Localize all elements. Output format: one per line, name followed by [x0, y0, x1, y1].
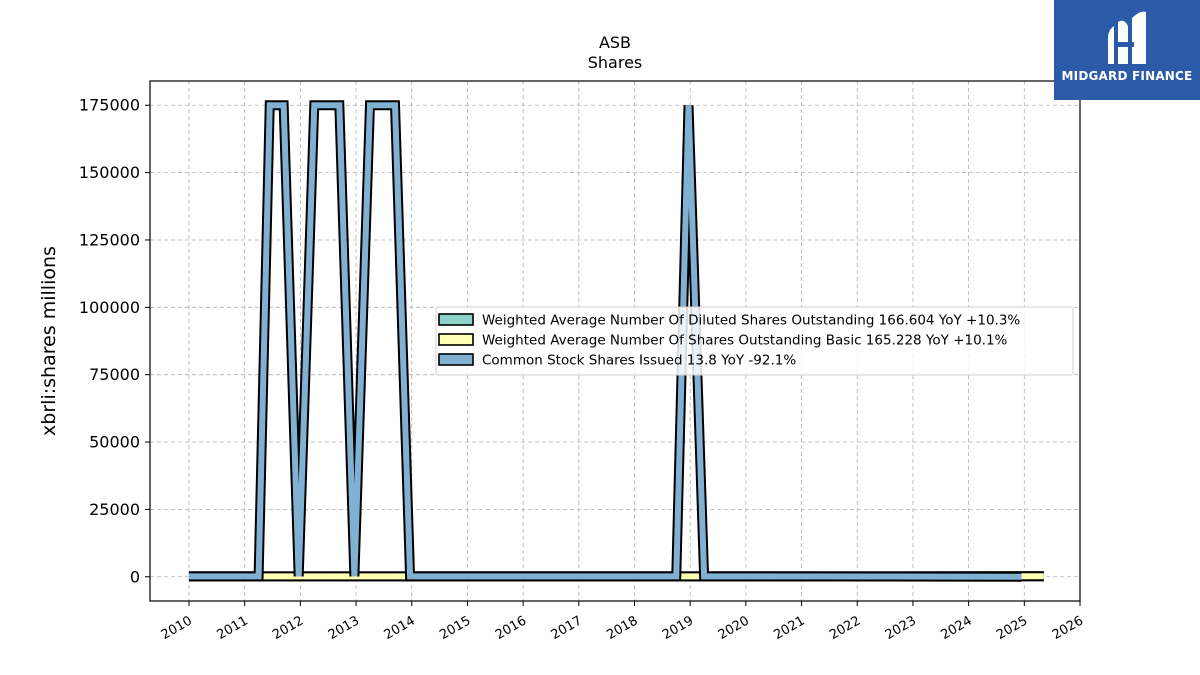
x-tick-label: 2010 — [159, 613, 195, 643]
legend-swatch — [438, 353, 474, 366]
y-tick-label: 100000 — [79, 298, 140, 317]
legend-swatch — [438, 333, 474, 346]
x-tick-label: 2013 — [326, 613, 362, 643]
y-tick-label: 175000 — [79, 96, 140, 115]
legend-label: Weighted Average Number Of Diluted Share… — [482, 313, 1020, 329]
x-tick-label: 2016 — [493, 613, 529, 643]
y-tick-label: 125000 — [79, 230, 140, 249]
midgard-logo-icon — [1108, 11, 1146, 65]
legend-label: Weighted Average Number Of Shares Outsta… — [482, 333, 1008, 349]
chart-title: ASB — [599, 33, 631, 52]
x-tick-label: 2019 — [660, 613, 696, 643]
y-tick-label: 0 — [130, 567, 140, 586]
y-tick-label: 75000 — [89, 365, 140, 384]
y-tick-label: 150000 — [79, 163, 140, 182]
x-tick-label: 2014 — [382, 613, 418, 643]
x-tick-label: 2012 — [270, 613, 306, 643]
x-tick-label: 2018 — [604, 613, 640, 643]
legend: Weighted Average Number Of Diluted Share… — [435, 306, 1074, 376]
x-tick-label: 2011 — [215, 613, 251, 643]
x-tick-label: 2021 — [771, 613, 807, 643]
x-tick-label: 2024 — [938, 613, 974, 643]
x-tick-label: 2015 — [437, 613, 473, 643]
chart-subtitle: Shares — [588, 53, 643, 72]
midgard-finance-logo: MIDGARD FINANCE — [1054, 0, 1200, 100]
series-3 — [188, 100, 1022, 582]
series-line — [188, 102, 1022, 580]
x-tick-label: 2023 — [883, 613, 919, 643]
logo-text: MIDGARD FINANCE — [1061, 69, 1193, 83]
x-tick-label: 2020 — [716, 613, 752, 643]
legend-label: Common Stock Shares Issued 13.8 YoY -92.… — [482, 353, 796, 369]
x-tick-label: 2025 — [994, 613, 1030, 643]
y-tick-label: 50000 — [89, 433, 140, 452]
x-tick-label: 2022 — [827, 613, 863, 643]
y-axis-label: xbrli:shares millions — [38, 246, 60, 436]
plot-frame — [149, 80, 1081, 602]
x-tick-label: 2017 — [549, 613, 585, 643]
y-tick-label: 25000 — [89, 500, 140, 519]
legend-swatch — [438, 313, 474, 326]
series-layer — [188, 100, 1044, 582]
x-tick-label: 2026 — [1050, 613, 1086, 643]
legend-box — [435, 306, 1074, 376]
